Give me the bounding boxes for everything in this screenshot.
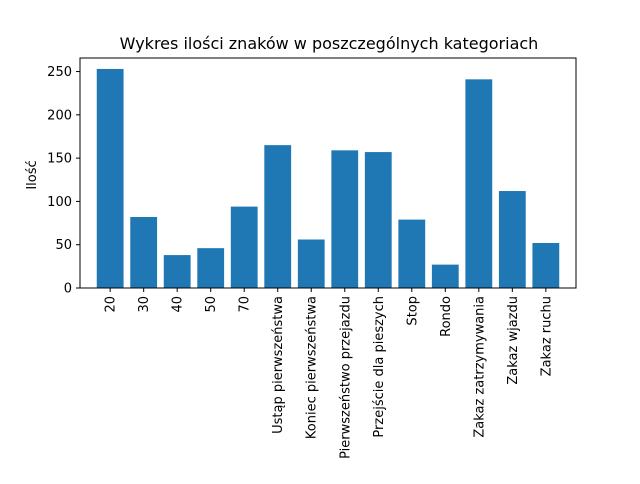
bar-zakaz-zatrzymywania [465,79,493,288]
x-tick-label: 20 [104,296,119,313]
bar-stop [398,219,426,288]
bar-ustąp-pierwszeństwa [264,145,292,288]
x-tick-label: Rondo [439,296,454,337]
x-tick-label: Zakaz ruchu [539,296,554,376]
bar-rondo [431,264,459,288]
x-tick-label: 40 [171,296,186,313]
x-tick-label: Zakaz wjazdu [506,296,521,385]
bar-20 [96,68,124,288]
bar-50 [197,248,225,288]
bar-pierwszeństwo-przejazdu [331,150,359,288]
y-tick-label: 50 [55,238,72,253]
y-tick-label: 0 [64,282,72,297]
bar-70 [230,206,258,288]
x-tick-label: Stop [405,296,420,326]
x-tick-label: Ustąp pierwszeństwa [271,296,286,434]
x-tick-label: 50 [204,296,219,313]
y-axis-label: Ilość [25,160,40,189]
plot-area-frame [79,57,577,289]
bar-40 [163,255,191,288]
x-tick-label: Zakaz zatrzymywania [472,296,487,438]
y-tick-label: 100 [47,195,72,210]
bar-zakaz-wjazdu [498,191,526,288]
x-tick-label: 30 [137,296,152,313]
x-tick-label: Przejście dla pieszych [372,296,387,438]
x-tick-label: Koniec pierwszeństwa [305,296,320,439]
y-tick-label: 250 [47,65,72,80]
bar-zakaz-ruchu [532,242,560,288]
bars-group [96,68,560,288]
y-tick-label: 150 [47,152,72,167]
y-tick-label: 200 [47,108,72,123]
bar-30 [130,217,158,288]
x-tick-label: 70 [238,296,253,313]
bar-koniec-pierwszeństwa [297,239,325,288]
chart-title: Wykres ilości znaków w poszczególnych ka… [120,34,539,53]
bar-przejście-dla-pieszych [364,152,392,288]
x-axis-ticks: 20 30 40 50 70 Ustąp pierwszeństwa Koniec pier… [104,288,554,459]
y-axis-ticks: 0 50 100 150 200 250 [47,65,80,297]
x-tick-label: Pierwszeństwo przejazdu [338,296,353,459]
